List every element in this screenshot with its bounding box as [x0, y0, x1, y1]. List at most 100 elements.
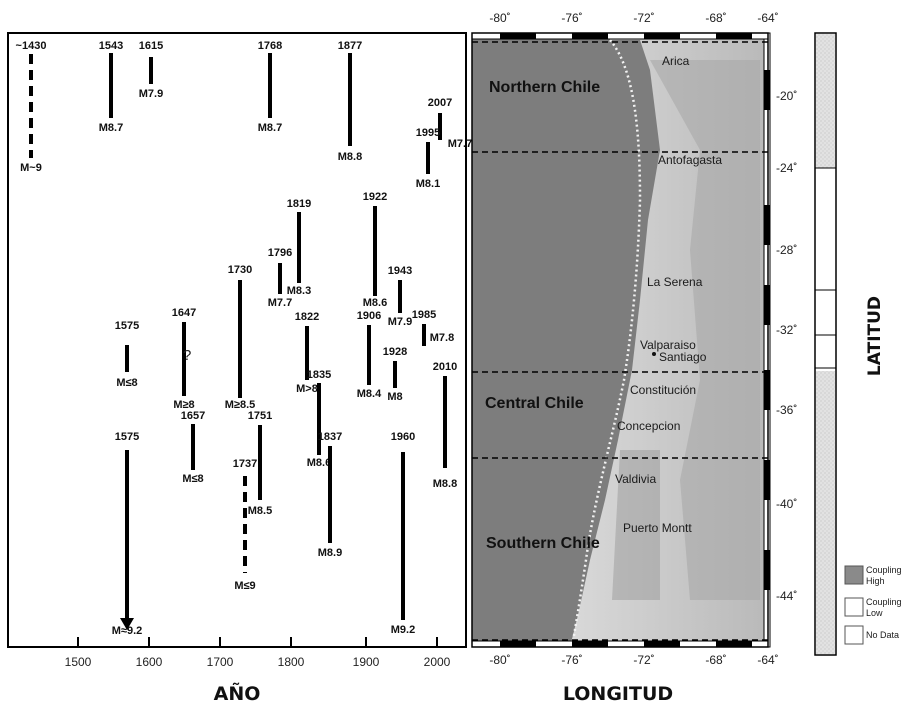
- lon-tick: -80˚: [489, 11, 510, 25]
- place-santiago: Santiago: [659, 350, 707, 364]
- trench-line: [570, 39, 642, 648]
- event-year-label: 1543: [99, 40, 123, 52]
- year-tick: 1700: [207, 655, 234, 669]
- coupling-bar: [814, 32, 837, 656]
- event-year-label: 1995: [416, 127, 440, 139]
- legend-swatch-coupling-low: [844, 597, 864, 617]
- event-magnitude-label: M8.5: [248, 505, 272, 517]
- event-magnitude-label: M8.8: [433, 478, 457, 490]
- event-year-label: 1575: [115, 431, 139, 443]
- uncertain-mark: ?: [183, 347, 191, 364]
- event-magnitude-label: M8.6: [363, 297, 387, 309]
- lon-tick: -80˚: [489, 653, 510, 667]
- place-valparaiso: Valparaiso: [640, 338, 696, 352]
- event-year-label: 1928: [383, 346, 407, 358]
- event-magnitude-label: M≤9: [234, 580, 255, 592]
- year-tick: 1600: [136, 655, 163, 669]
- place-concepcion: Concepcion: [617, 419, 680, 433]
- lon-tick: -72˚: [633, 11, 654, 25]
- timeline-panel: ~1430 M~9 1543 M8.7 1615 M7.9 1768 M8.7 1877 M8.8…: [7, 32, 473, 705]
- legend-label: No Data: [866, 630, 899, 640]
- event-year-label: 1822: [295, 311, 319, 323]
- event-year-label: 1943: [388, 265, 412, 277]
- event-year-label: 2007: [428, 97, 452, 109]
- event-magnitude-label: M8.9: [318, 547, 342, 559]
- coupling-segment: [816, 34, 835, 168]
- legend-label: Coupling Low: [866, 597, 902, 618]
- year-tick: 1800: [278, 655, 305, 669]
- event-magnitude-label: M7.7: [448, 138, 472, 150]
- coupling-segment: [816, 371, 835, 654]
- longitude-axis-top: -80˚ -76˚ -72˚ -68˚ -64˚: [489, 11, 778, 25]
- arrow-down-icon: [120, 618, 134, 630]
- event-year-label: 1835: [307, 369, 331, 381]
- event-magnitude-label: M~9: [20, 162, 42, 174]
- event-magnitude-label: M8.7: [99, 122, 123, 134]
- year-tick: 1500: [65, 655, 92, 669]
- event-year-label: 1796: [268, 247, 292, 259]
- legend: Coupling High Coupling Low No Data: [844, 565, 902, 645]
- lon-tick: -76˚: [561, 653, 582, 667]
- event-year-label: 2010: [433, 361, 457, 373]
- event-magnitude-label: M≤8: [116, 377, 137, 389]
- event-year-label: 1922: [363, 191, 387, 203]
- event-magnitude-label: M7.9: [139, 88, 163, 100]
- southern-islands: [612, 450, 660, 600]
- lon-tick: -72˚: [633, 653, 654, 667]
- latitude-axis-title: LATITUD: [865, 296, 885, 376]
- event-year-label: 1575: [115, 320, 139, 332]
- lon-tick: -68˚: [705, 653, 726, 667]
- place-valdivia: Valdivia: [615, 472, 656, 486]
- lat-tick: -24˚: [776, 161, 797, 175]
- event-magnitude-label: M8.7: [258, 122, 282, 134]
- lat-tick: -32˚: [776, 323, 797, 337]
- event-magnitude-label: M8.3: [287, 285, 311, 297]
- event-year-label: 1768: [258, 40, 282, 52]
- event-magnitude-label: M8.6: [307, 457, 331, 469]
- lat-tick: -20˚: [776, 89, 797, 103]
- event-year-label: 1906: [357, 310, 381, 322]
- event-magnitude-label: M7.9: [388, 316, 412, 328]
- event-year-label: 1615: [139, 40, 163, 52]
- region-label-central: Central Chile: [485, 395, 584, 412]
- event-year-label: 1730: [228, 264, 252, 276]
- lon-tick: -68˚: [705, 11, 726, 25]
- event-year-label: ~1430: [16, 40, 47, 52]
- santiago-marker-icon: [652, 352, 656, 356]
- legend-label: Coupling High: [866, 565, 902, 586]
- region-label-southern: Southern Chile: [486, 535, 600, 552]
- event-bars: ~1430 M~9 1543 M8.7 1615 M7.9 1768 M8.7 1877 M8.8…: [16, 40, 473, 637]
- event-year-label: 1751: [248, 410, 272, 422]
- map-frame: [471, 32, 769, 648]
- event-year-label: 1737: [233, 458, 257, 470]
- lat-tick: -40˚: [776, 497, 797, 511]
- place-puerto-montt: Puerto Montt: [623, 521, 692, 535]
- event-magnitude-label: M>8: [296, 383, 318, 395]
- place-antofagasta: Antofagasta: [658, 153, 722, 167]
- event-magnitude-label: M≤8: [182, 473, 203, 485]
- longitude-axis-bottom: -80˚ -76˚ -72˚ -68˚ -64˚: [489, 653, 778, 667]
- event-year-label: 1985: [412, 309, 436, 321]
- legend-swatch-no-data: [844, 625, 864, 645]
- latitude-axis: -20˚ -24˚ -28˚ -32˚ -36˚ -40˚ -44˚: [776, 89, 797, 603]
- longitude-axis-title: LONGITUD: [563, 683, 673, 705]
- year-tick: 1900: [353, 655, 380, 669]
- event-magnitude-label: M7.7: [268, 297, 292, 309]
- year-axis: 1500 1600 1700 1800 1900 2000: [65, 637, 451, 669]
- year-tick: 2000: [424, 655, 451, 669]
- lon-tick: -76˚: [561, 11, 582, 25]
- lat-tick: -44˚: [776, 589, 797, 603]
- legend-swatch-coupling-high: [844, 565, 864, 585]
- andes-relief: [650, 60, 760, 600]
- lon-tick: -64˚: [757, 11, 778, 25]
- event-magnitude-label: M8: [387, 391, 402, 403]
- map-panel: Northern Chile Central Chile Southern Ch…: [471, 11, 797, 705]
- event-magnitude-label: M≥8.5: [225, 399, 256, 411]
- lat-tick: -28˚: [776, 243, 797, 257]
- event-year-label: 1657: [181, 410, 205, 422]
- event-magnitude-label: M8.4: [357, 388, 382, 400]
- event-magnitude-label: M≥8: [173, 399, 194, 411]
- event-magnitude-label: M8.1: [416, 178, 440, 190]
- lat-tick: -36˚: [776, 403, 797, 417]
